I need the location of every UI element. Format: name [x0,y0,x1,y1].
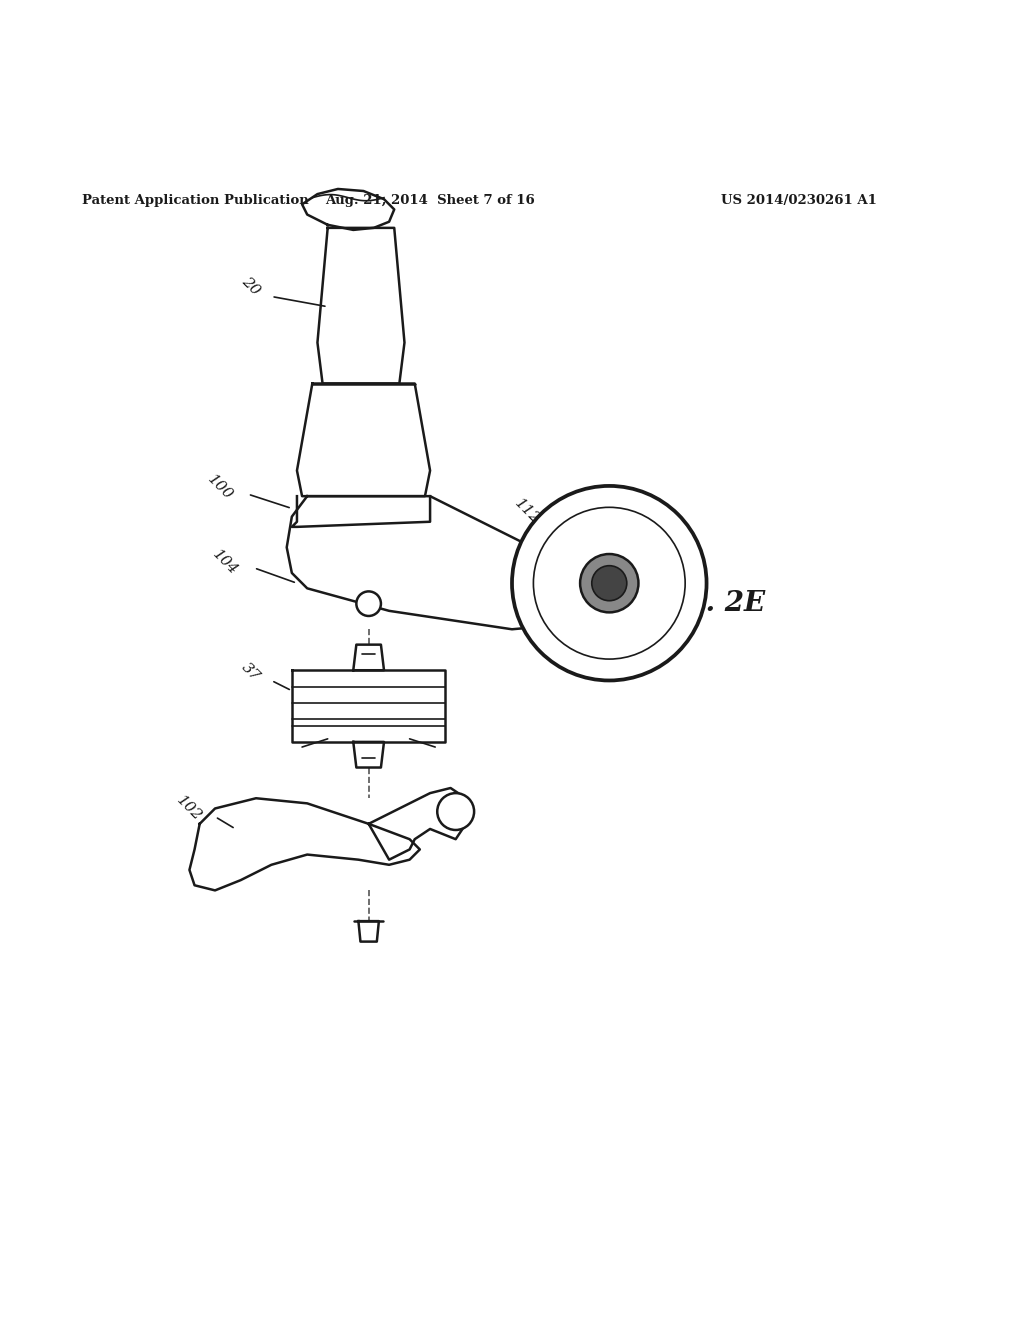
Text: Aug. 21, 2014  Sheet 7 of 16: Aug. 21, 2014 Sheet 7 of 16 [326,194,535,207]
Circle shape [356,591,381,616]
Circle shape [592,566,627,601]
Polygon shape [292,496,430,527]
Text: US 2014/0230261 A1: US 2014/0230261 A1 [721,194,877,207]
Circle shape [437,793,474,830]
Polygon shape [317,228,404,384]
Polygon shape [358,921,379,941]
Text: 20: 20 [239,275,263,298]
Polygon shape [369,788,466,859]
Text: 100: 100 [205,473,236,503]
Polygon shape [353,742,384,767]
Polygon shape [292,671,445,742]
Text: 37: 37 [239,660,263,684]
Polygon shape [287,496,584,630]
Circle shape [512,486,707,681]
Circle shape [580,554,639,612]
Polygon shape [302,189,394,230]
Text: 35: 35 [566,517,591,541]
Text: FIG. 2E: FIG. 2E [650,590,765,618]
Polygon shape [297,384,430,496]
Text: 102: 102 [174,793,205,824]
Circle shape [534,507,685,659]
Text: Patent Application Publication: Patent Application Publication [82,194,308,207]
Polygon shape [353,644,384,671]
Polygon shape [189,799,420,891]
Text: 112: 112 [512,496,543,527]
Text: 104: 104 [210,548,241,578]
